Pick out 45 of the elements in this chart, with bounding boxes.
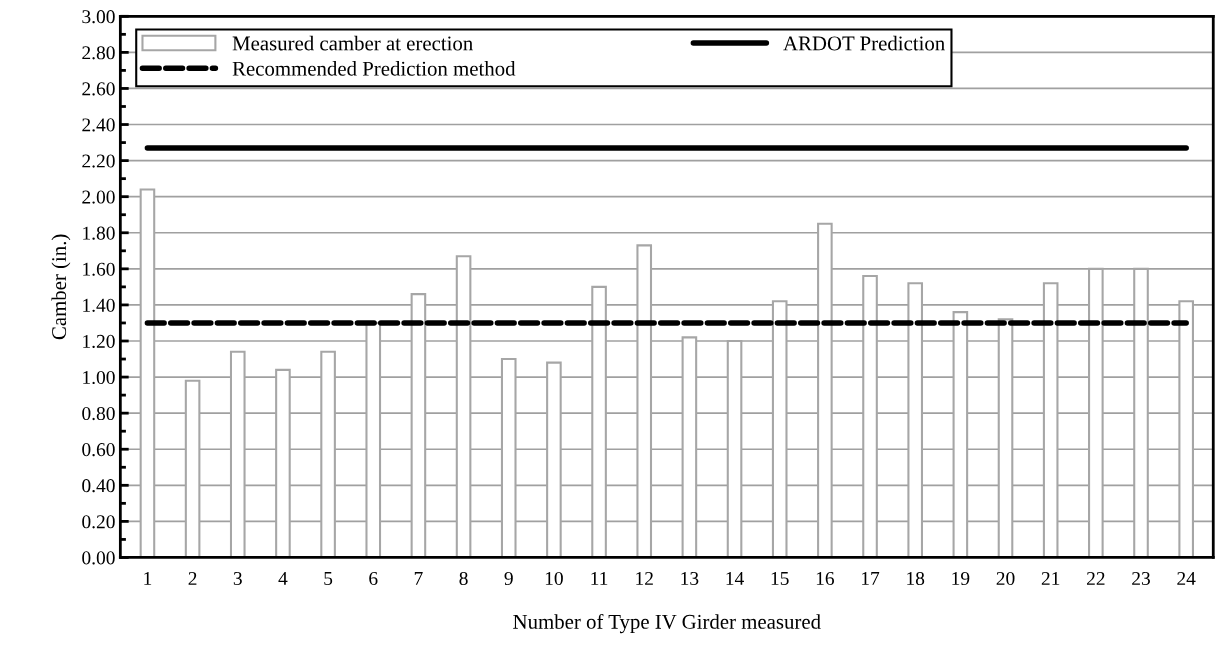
legend-label: Recommended Prediction method [232, 61, 516, 76]
x-tick-label: 1 [144, 572, 152, 585]
x-tick-label: 8 [459, 571, 468, 586]
x-tick-label: 10 [545, 571, 563, 586]
y-tick-label: 0.20 [82, 515, 115, 529]
y-tick-label: 1.80 [83, 226, 115, 240]
y-tick-label: 2.60 [82, 82, 115, 96]
x-tick-label: 11 [591, 572, 608, 585]
x-tick-label: 16 [816, 571, 835, 586]
y-tick-label: 1.20 [83, 334, 115, 349]
y-tick-label: 0.40 [82, 479, 115, 493]
x-tick-label: 14 [726, 572, 744, 585]
y-tick-label: 1.40 [83, 298, 115, 312]
y-tick-label: 0.60 [82, 443, 115, 457]
x-tick-label: 12 [636, 571, 653, 585]
x-tick-label: 23 [1132, 571, 1150, 586]
x-axis-title: Number of Type IV Girder measured [513, 613, 821, 634]
x-tick-label: 7 [414, 572, 423, 585]
x-tick-label: 2 [188, 571, 197, 585]
x-tick-label: 24 [1177, 571, 1196, 585]
y-axis-title: Camber (in.) [51, 234, 71, 340]
x-tick-label: 9 [504, 571, 513, 586]
legend-label: Measured camber at erection [232, 35, 473, 51]
legend-label: ARDOT Prediction [783, 35, 945, 51]
y-tick-label: 2.80 [82, 46, 115, 60]
x-tick-label: 18 [907, 571, 925, 586]
y-tick-label: 1.00 [83, 370, 115, 385]
x-tick-label: 4 [278, 572, 288, 585]
x-tick-label: 21 [1041, 571, 1060, 585]
x-tick-label: 20 [996, 571, 1015, 586]
x-tick-label: 13 [681, 571, 699, 586]
y-tick-label: 1.60 [83, 262, 115, 276]
y-tick-label: 2.40 [82, 118, 115, 132]
y-tick-label: 0.00 [82, 551, 115, 565]
x-tick-label: 15 [771, 572, 789, 586]
y-tick-label: 0.80 [82, 406, 115, 421]
y-tick-label: 2.20 [82, 154, 115, 168]
x-tick-label: 6 [369, 571, 378, 586]
y-tick-label: 2.00 [82, 190, 115, 204]
y-tick-label: 3.00 [82, 10, 115, 24]
x-tick-label: 17 [862, 572, 880, 585]
x-tick-label: 19 [952, 571, 970, 586]
x-tick-label: 3 [233, 571, 242, 586]
x-tick-label: 5 [324, 572, 333, 586]
x-tick-label: 22 [1086, 571, 1105, 585]
